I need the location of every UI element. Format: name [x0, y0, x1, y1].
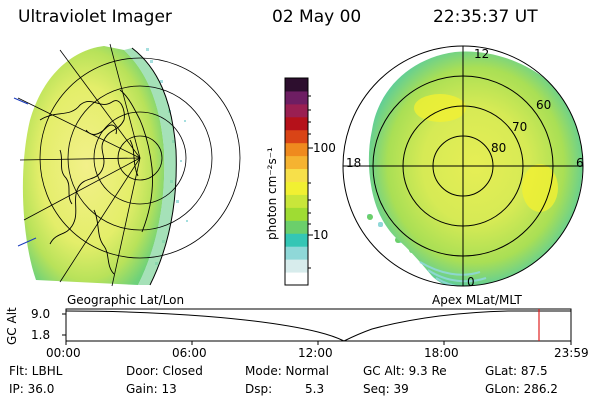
time-tick-1200: 12:00 — [298, 346, 333, 360]
colorbar-unit-label: photon cm⁻²s⁻¹ — [265, 147, 279, 240]
right-panel-caption: Apex MLat/MLT — [432, 293, 522, 307]
left-panel-caption: Geographic Lat/Lon — [67, 293, 185, 307]
filter-readout: Flt: LBHL — [9, 364, 63, 378]
intensity-colorbar — [284, 77, 313, 286]
instrument-title: Ultraviolet Imager — [18, 7, 172, 27]
glon-readout: GLon: 286.2 — [485, 382, 558, 396]
time-tick-0600: 06:00 — [172, 346, 207, 360]
mlt-label-6: 6 — [576, 156, 584, 170]
mlt-label-0: 0 — [467, 275, 475, 289]
time-tick-1800: 18:00 — [424, 346, 459, 360]
ip-readout: IP: 36.0 — [9, 382, 55, 396]
colorbar-tick-100: 100 — [313, 141, 336, 155]
gain-readout: Gain: 13 — [126, 382, 177, 396]
colorbar-cell — [285, 181, 308, 195]
altitude-strip — [62, 308, 572, 345]
colorbar-cell — [285, 168, 308, 182]
mlat-label-70: 70 — [512, 120, 528, 134]
mlt-label-12: 12 — [474, 47, 490, 61]
colorbar-cell — [285, 233, 308, 247]
geographic-image — [13, 43, 241, 287]
colorbar-cell — [285, 259, 308, 273]
observation-time: 22:35:37 UT — [433, 7, 538, 27]
polar-image — [342, 45, 584, 287]
colorbar-cell — [285, 103, 308, 118]
colorbar-cell — [285, 272, 308, 286]
colorbar-cell — [285, 129, 308, 144]
observation-date: 02 May 00 — [272, 7, 362, 27]
altitude-axis-label: GC Alt — [5, 307, 19, 345]
time-tick-0000: 00:00 — [46, 346, 81, 360]
colorbar-tick-10: 10 — [313, 228, 329, 242]
colorbar-cell — [285, 116, 308, 131]
colorbar-cell — [285, 142, 308, 157]
altitude-tick-9: 9.0 — [31, 307, 51, 321]
door-readout: Door: Closed — [126, 364, 203, 378]
colorbar-cell — [285, 246, 308, 260]
mode-readout: Mode: Normal — [245, 364, 329, 378]
gc-alt-readout: GC Alt: 9.3 Re — [363, 364, 447, 378]
glat-readout: GLat: 87.5 — [485, 364, 548, 378]
dsp-label: Dsp: — [245, 382, 273, 396]
mlat-label-60: 60 — [536, 98, 552, 112]
colorbar-cell — [285, 155, 308, 170]
colorbar-cell — [285, 90, 308, 105]
colorbar-cell — [285, 220, 308, 234]
time-tick-2359: 23:59 — [554, 346, 589, 360]
mlt-label-18: 18 — [346, 156, 362, 170]
seq-readout: Seq: 39 — [363, 382, 409, 396]
dsp-value: 5.3 — [305, 382, 325, 396]
colorbar-cell — [285, 194, 308, 208]
mlat-label-80: 80 — [491, 141, 507, 155]
colorbar-cell — [285, 78, 308, 92]
colorbar-cell — [285, 207, 308, 221]
altitude-tick-1-8: 1.8 — [31, 328, 51, 342]
